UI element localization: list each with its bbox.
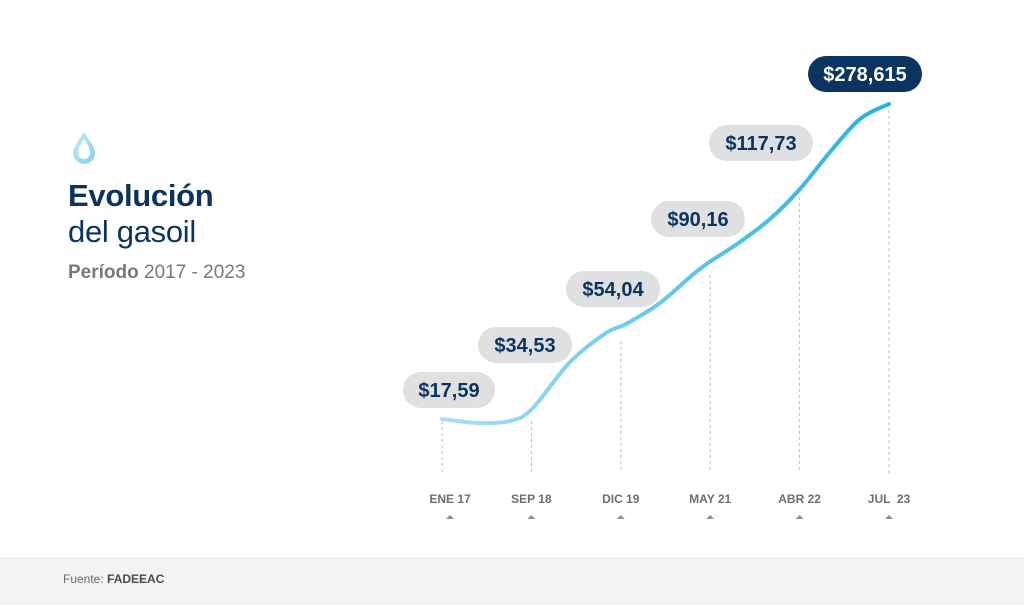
source-name: FADEEAC [107,572,165,586]
tick-marker-icon [885,515,893,519]
data-label-text: $17,59 [418,380,479,402]
data-label-pill [651,201,745,237]
line-chart: $17,59$34,53$54,04$90,16$117,73$278,615 … [403,56,922,519]
data-label-text: $90,16 [667,209,728,231]
tick-marker-icon [527,515,536,519]
tick-marker-icon [446,515,454,519]
source-label: Fuente: [63,572,104,586]
period-subtitle: Período 2017 - 2023 [68,262,245,284]
data-label-text: $278,615 [823,64,906,86]
tick-label: JUL 23 [868,492,911,506]
data-label: $278,615 [808,56,922,92]
data-label: $17,59 [403,372,495,408]
water-drop-icon [73,132,95,164]
data-label: $34,53 [478,327,572,363]
data-label-pill [808,56,922,92]
data-label: $54,04 [566,271,660,307]
footer: Fuente: FADEEAC [0,557,1024,605]
data-label-pill [709,125,813,161]
title-block: Evolución del gasoil Período 2017 - 2023 [68,130,245,284]
data-label-text: $117,73 [725,133,796,155]
data-label-pill [566,271,660,307]
data-label-pill [403,372,495,408]
data-label-pill [478,327,572,363]
chart-title-line2: del gasoil [68,214,196,249]
tick-label: SEP 18 [511,492,552,506]
tick-marker-icon [795,515,804,519]
chart-title-line1: Evolución [68,178,214,213]
tick-label: MAY 21 [689,492,731,506]
tick-label: ABR 22 [778,492,821,506]
data-label: $117,73 [709,125,813,161]
data-label-text: $54,04 [582,279,644,301]
data-label: $90,16 [651,201,745,237]
period-label: Período [68,262,139,283]
source-note: Fuente: FADEEAC [63,572,164,586]
period-value: 2017 - 2023 [144,262,246,283]
data-label-text: $34,53 [494,335,555,357]
series-line [440,102,891,426]
tick-marker-icon [616,515,625,519]
tick-marker-icon [706,515,715,519]
tick-label: ENE 17 [429,492,471,506]
tick-label: DIC 19 [602,492,640,506]
